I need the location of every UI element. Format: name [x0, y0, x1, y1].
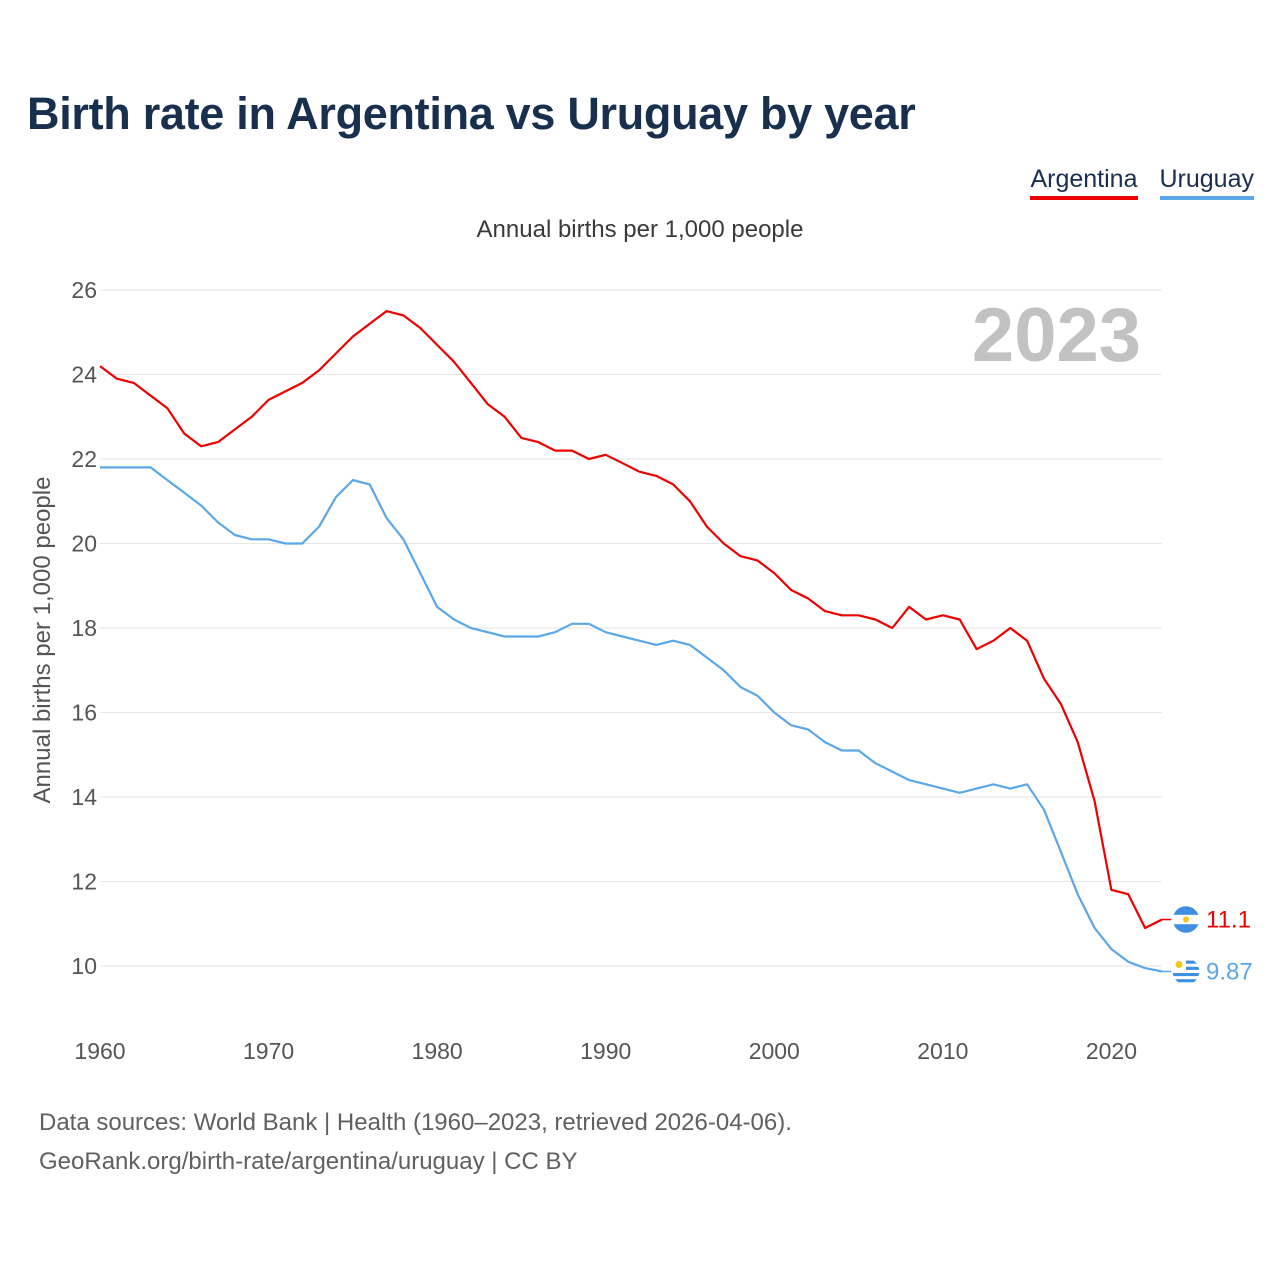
y-axis-ticks: 10 12 14 16 18 20 22 24 26	[71, 277, 97, 979]
end-value-label-uruguay: 9.87	[1206, 958, 1253, 985]
x-tick-label: 1960	[74, 1038, 125, 1064]
chart-subtitle: Annual births per 1,000 people	[476, 216, 804, 243]
y-tick-label: 26	[71, 277, 97, 303]
legend: Argentina Uruguay	[1030, 164, 1254, 200]
x-tick-label: 2000	[749, 1038, 800, 1064]
y-tick-label: 20	[71, 531, 97, 557]
year-watermark: 2023	[972, 293, 1141, 378]
series-lines	[99, 310, 1163, 973]
x-tick-label: 2010	[917, 1038, 968, 1064]
x-axis-ticks: 1960 1970 1980 1990 2000 2010 2020	[74, 1038, 1137, 1064]
x-tick-label: 1980	[412, 1038, 463, 1064]
chart-title: Birth rate in Argentina vs Uruguay by ye…	[27, 88, 916, 139]
y-tick-label: 16	[71, 700, 97, 726]
argentina-flag-icon	[1172, 905, 1200, 934]
x-tick-label: 1970	[243, 1038, 294, 1064]
footer-link[interactable]: GeoRank.org/birth-rate/argentina/uruguay…	[39, 1148, 578, 1175]
footer: Data sources: World Bank | Health (1960–…	[39, 1103, 792, 1181]
y-tick-label: 22	[71, 446, 97, 472]
y-tick-label: 12	[71, 869, 97, 895]
end-value-label-argentina: 11.1	[1206, 907, 1251, 934]
series-line-argentina[interactable]	[99, 310, 1163, 930]
legend-item-uruguay[interactable]: Uruguay	[1159, 164, 1254, 200]
y-axis-label: Annual births per 1,000 people	[29, 477, 56, 804]
x-tick-label: 2020	[1086, 1038, 1137, 1064]
y-tick-label: 14	[71, 784, 97, 810]
uruguay-flag-icon	[1172, 957, 1200, 986]
y-tick-label: 10	[71, 953, 97, 979]
footer-sources: Data sources: World Bank | Health (1960–…	[39, 1109, 792, 1136]
end-markers: 11.1 9.87	[1162, 904, 1253, 987]
y-tick-label: 24	[71, 362, 97, 388]
gridlines	[100, 289, 1162, 967]
legend-item-argentina[interactable]: Argentina	[1030, 164, 1138, 200]
series-line-uruguay[interactable]	[100, 466, 1163, 973]
x-tick-label: 1990	[580, 1038, 631, 1064]
y-tick-label: 18	[71, 615, 97, 641]
